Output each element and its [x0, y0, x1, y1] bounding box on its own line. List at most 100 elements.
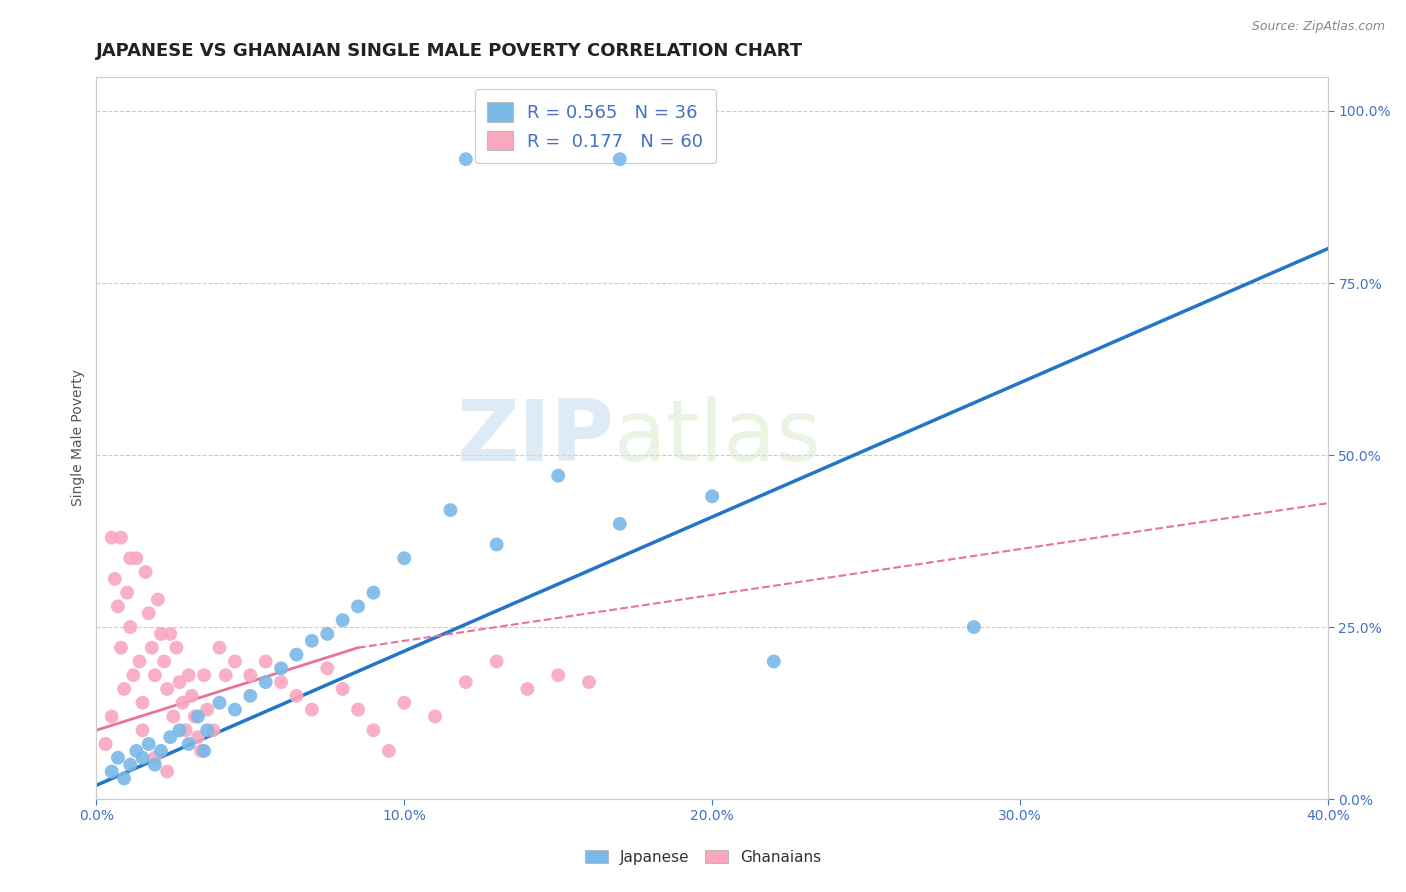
- Point: [394, 696, 416, 710]
- Point: [254, 675, 277, 690]
- Point: [378, 744, 401, 758]
- Point: [177, 668, 200, 682]
- Point: [125, 744, 148, 758]
- Point: [208, 696, 231, 710]
- Point: [547, 668, 569, 682]
- Point: [202, 723, 225, 738]
- Point: [347, 599, 370, 614]
- Point: [177, 737, 200, 751]
- Point: [254, 655, 277, 669]
- Text: atlas: atlas: [613, 396, 821, 479]
- Point: [138, 737, 160, 751]
- Point: [104, 572, 127, 586]
- Point: [150, 744, 173, 758]
- Point: [609, 152, 631, 166]
- Point: [193, 744, 215, 758]
- Point: [120, 551, 142, 566]
- Text: ZIP: ZIP: [456, 396, 613, 479]
- Point: [316, 661, 339, 675]
- Point: [115, 585, 138, 599]
- Point: [301, 633, 323, 648]
- Point: [159, 730, 181, 744]
- Point: [516, 681, 538, 696]
- Point: [107, 599, 129, 614]
- Point: [143, 668, 166, 682]
- Point: [485, 655, 508, 669]
- Point: [100, 709, 122, 723]
- Point: [423, 709, 446, 723]
- Text: Source: ZipAtlas.com: Source: ZipAtlas.com: [1251, 20, 1385, 33]
- Point: [187, 709, 209, 723]
- Y-axis label: Single Male Poverty: Single Male Poverty: [72, 369, 86, 507]
- Point: [135, 565, 157, 579]
- Point: [112, 772, 135, 786]
- Text: JAPANESE VS GHANAIAN SINGLE MALE POVERTY CORRELATION CHART: JAPANESE VS GHANAIAN SINGLE MALE POVERTY…: [97, 42, 803, 60]
- Point: [131, 723, 153, 738]
- Point: [215, 668, 238, 682]
- Point: [146, 592, 169, 607]
- Point: [285, 648, 308, 662]
- Point: [270, 661, 292, 675]
- Point: [347, 703, 370, 717]
- Point: [94, 737, 117, 751]
- Point: [193, 668, 215, 682]
- Point: [363, 723, 385, 738]
- Point: [156, 764, 179, 779]
- Point: [112, 681, 135, 696]
- Point: [131, 751, 153, 765]
- Point: [332, 681, 354, 696]
- Point: [208, 640, 231, 655]
- Point: [174, 723, 197, 738]
- Point: [454, 675, 477, 690]
- Point: [270, 675, 292, 690]
- Point: [125, 551, 148, 566]
- Point: [316, 627, 339, 641]
- Point: [454, 152, 477, 166]
- Point: [159, 627, 181, 641]
- Point: [122, 668, 145, 682]
- Point: [332, 613, 354, 627]
- Point: [547, 468, 569, 483]
- Point: [100, 764, 122, 779]
- Point: [195, 703, 218, 717]
- Point: [578, 675, 600, 690]
- Point: [239, 689, 262, 703]
- Point: [363, 585, 385, 599]
- Legend: R = 0.565   N = 36, R =  0.177   N = 60: R = 0.565 N = 36, R = 0.177 N = 60: [475, 89, 716, 163]
- Point: [156, 681, 179, 696]
- Point: [150, 627, 173, 641]
- Point: [107, 751, 129, 765]
- Point: [190, 744, 212, 758]
- Point: [153, 655, 176, 669]
- Point: [285, 689, 308, 703]
- Point: [131, 696, 153, 710]
- Point: [239, 668, 262, 682]
- Point: [180, 689, 202, 703]
- Point: [195, 723, 218, 738]
- Point: [301, 703, 323, 717]
- Point: [120, 620, 142, 634]
- Point: [485, 537, 508, 551]
- Point: [128, 655, 150, 669]
- Point: [702, 489, 724, 503]
- Point: [963, 620, 986, 634]
- Point: [169, 675, 191, 690]
- Point: [224, 703, 246, 717]
- Point: [762, 655, 785, 669]
- Point: [172, 696, 194, 710]
- Point: [184, 709, 207, 723]
- Point: [143, 751, 166, 765]
- Point: [439, 503, 461, 517]
- Point: [187, 730, 209, 744]
- Legend: Japanese, Ghanaians: Japanese, Ghanaians: [579, 844, 827, 871]
- Point: [143, 757, 166, 772]
- Point: [120, 757, 142, 772]
- Point: [100, 531, 122, 545]
- Point: [138, 607, 160, 621]
- Point: [162, 709, 184, 723]
- Point: [224, 655, 246, 669]
- Point: [141, 640, 163, 655]
- Point: [169, 723, 191, 738]
- Point: [609, 516, 631, 531]
- Point: [110, 531, 132, 545]
